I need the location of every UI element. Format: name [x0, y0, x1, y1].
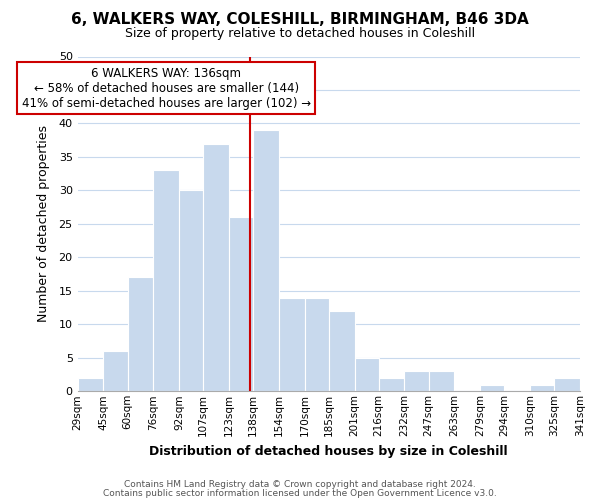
Bar: [404, 371, 428, 392]
Bar: [355, 358, 379, 392]
X-axis label: Distribution of detached houses by size in Coleshill: Distribution of detached houses by size …: [149, 444, 508, 458]
Text: Contains HM Land Registry data © Crown copyright and database right 2024.: Contains HM Land Registry data © Crown c…: [124, 480, 476, 489]
Bar: [329, 311, 355, 392]
Y-axis label: Number of detached properties: Number of detached properties: [37, 126, 50, 322]
Bar: [305, 298, 329, 392]
Bar: [379, 378, 404, 392]
Bar: [530, 384, 554, 392]
Bar: [103, 351, 128, 392]
Bar: [77, 378, 103, 392]
Bar: [428, 371, 454, 392]
Bar: [279, 298, 305, 392]
Bar: [128, 278, 153, 392]
Bar: [203, 144, 229, 392]
Text: Contains public sector information licensed under the Open Government Licence v3: Contains public sector information licen…: [103, 488, 497, 498]
Bar: [554, 378, 580, 392]
Text: 6, WALKERS WAY, COLESHILL, BIRMINGHAM, B46 3DA: 6, WALKERS WAY, COLESHILL, BIRMINGHAM, B…: [71, 12, 529, 28]
Text: Size of property relative to detached houses in Coleshill: Size of property relative to detached ho…: [125, 28, 475, 40]
Text: 6 WALKERS WAY: 136sqm
← 58% of detached houses are smaller (144)
41% of semi-det: 6 WALKERS WAY: 136sqm ← 58% of detached …: [22, 66, 311, 110]
Bar: [153, 170, 179, 392]
Bar: [179, 190, 203, 392]
Bar: [253, 130, 279, 392]
Bar: [229, 217, 253, 392]
Bar: [480, 384, 505, 392]
